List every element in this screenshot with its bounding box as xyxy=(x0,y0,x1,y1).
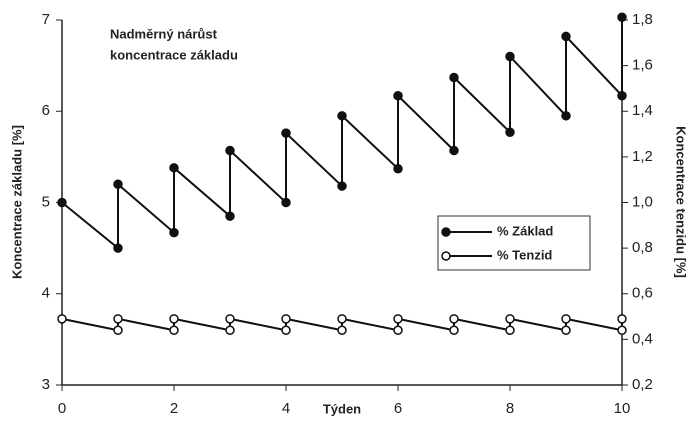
y2-tick-label: 1,0 xyxy=(632,193,653,210)
data-point xyxy=(281,314,291,324)
y2-tick-label: 1,2 xyxy=(632,148,653,165)
data-point xyxy=(505,51,515,62)
data-point xyxy=(113,179,123,189)
data-point xyxy=(617,325,627,335)
data-point xyxy=(281,128,291,138)
y2-tick-label: 1,8 xyxy=(632,11,653,28)
y2-axis-label: Koncentrace tenzidu [%] xyxy=(674,126,689,278)
x-tick-label: 8 xyxy=(506,400,514,417)
data-point xyxy=(505,127,515,137)
legend-marker xyxy=(441,251,451,261)
y2-tick-label: 0,4 xyxy=(632,330,653,347)
y2-tick-label: 1,6 xyxy=(632,57,653,74)
data-point xyxy=(561,111,571,121)
data-point xyxy=(393,163,403,174)
data-point xyxy=(225,145,235,156)
data-point xyxy=(393,314,403,324)
data-point xyxy=(281,197,291,208)
data-point xyxy=(337,314,347,324)
legend-label: % Základ xyxy=(497,223,553,238)
chart-title: Nadměrný nárůst xyxy=(110,26,218,41)
x-tick-label: 6 xyxy=(394,400,402,417)
data-point xyxy=(225,314,235,324)
x-tick-label: 4 xyxy=(282,400,290,417)
y-tick-label: 7 xyxy=(42,11,50,28)
data-point xyxy=(169,163,179,173)
y-tick-label: 5 xyxy=(42,193,50,210)
y2-tick-label: 0,8 xyxy=(632,239,653,256)
chart-title: koncentrace základu xyxy=(110,47,238,62)
data-point xyxy=(393,325,403,335)
data-point xyxy=(337,111,347,121)
data-point xyxy=(561,31,571,42)
data-point xyxy=(449,325,459,335)
data-point xyxy=(449,145,459,156)
data-point xyxy=(169,227,179,238)
data-point xyxy=(449,314,459,324)
data-point xyxy=(113,314,123,324)
y-axis-label: Koncentrace základu [%] xyxy=(9,125,24,279)
data-point xyxy=(225,325,235,335)
y2-tick-label: 0,6 xyxy=(632,285,653,302)
x-axis-label: Týden xyxy=(323,401,361,416)
data-point xyxy=(393,90,403,101)
data-point xyxy=(505,325,515,335)
data-point xyxy=(57,197,67,208)
data-point xyxy=(617,314,627,324)
legend-marker xyxy=(441,227,451,237)
x-tick-label: 0 xyxy=(58,400,66,417)
legend-box xyxy=(437,215,591,271)
data-point xyxy=(57,314,67,324)
legend-label: % Tenzid xyxy=(497,247,552,262)
data-point xyxy=(337,181,347,191)
data-point xyxy=(617,12,627,23)
x-tick-label: 2 xyxy=(170,400,178,417)
y2-tick-label: 1,4 xyxy=(632,102,653,119)
data-point xyxy=(505,314,515,324)
data-point xyxy=(169,314,179,324)
data-point xyxy=(617,90,627,101)
data-point xyxy=(449,72,459,83)
data-point xyxy=(113,325,123,335)
data-point xyxy=(113,243,123,253)
data-point xyxy=(561,325,571,335)
data-point xyxy=(337,325,347,335)
y2-tick-label: 0,2 xyxy=(632,376,653,393)
data-point xyxy=(225,211,235,221)
y-tick-label: 4 xyxy=(42,285,50,302)
y-tick-label: 3 xyxy=(42,376,50,393)
x-tick-label: 10 xyxy=(614,400,631,417)
data-point xyxy=(561,314,571,324)
data-point xyxy=(169,325,179,335)
data-point xyxy=(281,325,291,335)
y-tick-label: 6 xyxy=(42,102,50,119)
